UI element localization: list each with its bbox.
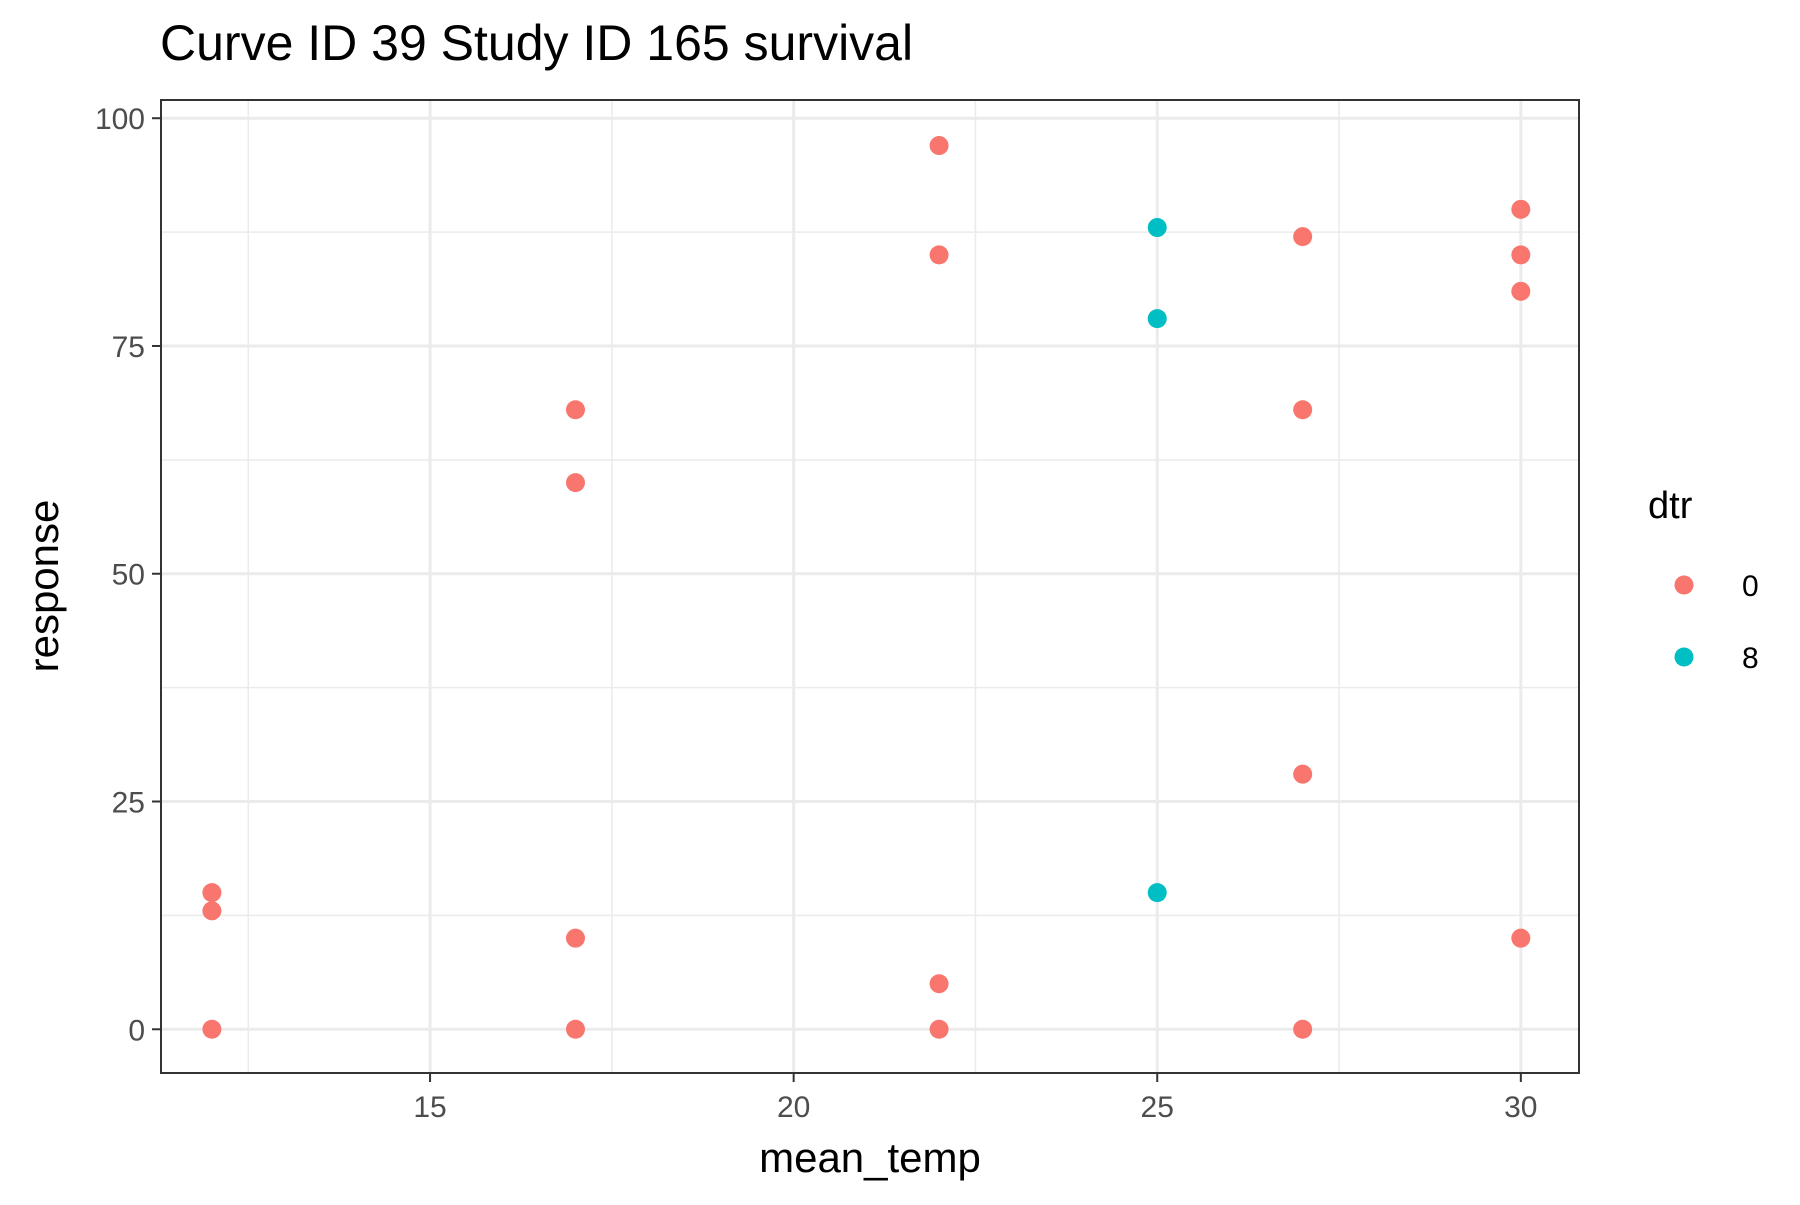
y-tick-label: 50: [112, 559, 145, 592]
x-tick-label: 15: [413, 1091, 446, 1124]
data-point-dtr-8: [1147, 309, 1167, 329]
data-point-dtr-0: [565, 928, 585, 948]
x-tick-label: 25: [1141, 1091, 1174, 1124]
x-axis: 15 20 25 30: [413, 1073, 1538, 1124]
data-point-dtr-0: [202, 1019, 222, 1039]
y-tick-label: 25: [112, 787, 145, 820]
legend-key-0: [1674, 575, 1694, 595]
data-point-dtr-0: [1511, 928, 1531, 948]
data-point-dtr-0: [929, 1019, 949, 1039]
legend-key-8: [1674, 647, 1694, 667]
y-axis-title: response: [20, 500, 67, 673]
data-point-dtr-0: [1293, 400, 1313, 420]
data-point-dtr-8: [1147, 883, 1167, 903]
data-point-dtr-0: [929, 974, 949, 994]
data-point-dtr-0: [1293, 764, 1313, 784]
x-tick-label: 30: [1504, 1091, 1537, 1124]
data-point-dtr-0: [202, 883, 222, 903]
legend: dtr 0 8: [1648, 485, 1759, 675]
data-point-dtr-0: [202, 901, 222, 921]
legend-title: dtr: [1648, 485, 1693, 527]
plot-panel-border: [160, 99, 1580, 1074]
data-point-dtr-0: [565, 400, 585, 420]
y-tick-label: 75: [112, 331, 145, 364]
plot-panel-background: [161, 100, 1579, 1073]
y-tick-label: 0: [128, 1014, 145, 1047]
data-point-dtr-8: [1147, 218, 1167, 238]
data-points: [202, 136, 1531, 1039]
data-point-dtr-0: [929, 245, 949, 265]
chart-title: Curve ID 39 Study ID 165 survival: [160, 15, 913, 71]
data-point-dtr-0: [1511, 199, 1531, 219]
data-point-dtr-0: [929, 136, 949, 156]
data-point-dtr-0: [1293, 1019, 1313, 1039]
y-axis: 0 25 50 75 100: [95, 103, 161, 1047]
x-axis-title: mean_temp: [759, 1134, 981, 1181]
legend-label-0: 0: [1742, 570, 1759, 603]
data-point-dtr-0: [1511, 245, 1531, 265]
data-point-dtr-0: [565, 473, 585, 493]
data-point-dtr-0: [565, 1019, 585, 1039]
data-point-dtr-0: [1511, 281, 1531, 301]
x-tick-label: 20: [777, 1091, 810, 1124]
data-point-dtr-0: [1293, 227, 1313, 247]
legend-label-8: 8: [1742, 642, 1759, 675]
y-tick-label: 100: [95, 103, 145, 136]
